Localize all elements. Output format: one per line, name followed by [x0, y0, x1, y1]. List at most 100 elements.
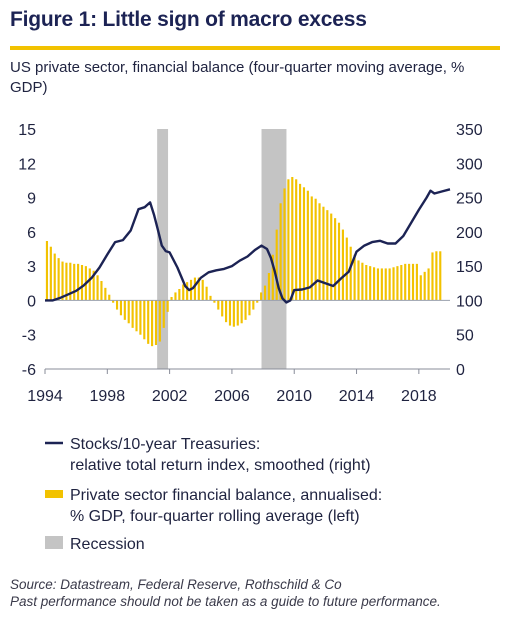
- balance-bar: [147, 300, 150, 344]
- balance-bar: [404, 263, 407, 301]
- balance-bar: [92, 270, 95, 301]
- balance-bar: [236, 300, 239, 326]
- x-axis-tick-label: 1994: [27, 388, 63, 405]
- balance-bar: [279, 203, 282, 301]
- balance-bar: [256, 300, 259, 303]
- balance-bar: [205, 286, 208, 301]
- balance-bar: [228, 300, 232, 326]
- balance-bar: [100, 281, 103, 301]
- balance-bar: [400, 265, 403, 301]
- right-axis-tick-label: 250: [456, 191, 483, 208]
- balance-bar: [380, 268, 383, 301]
- balance-bar: [248, 300, 251, 316]
- chart-title: Figure 1: Little sign of macro excess: [10, 8, 367, 31]
- balance-bar: [143, 300, 146, 340]
- balance-bar: [65, 262, 68, 301]
- balance-bar: [337, 222, 341, 301]
- balance-bar: [326, 210, 329, 301]
- balance-bar: [271, 254, 274, 301]
- balance-bar: [330, 213, 333, 301]
- balance-bar: [260, 292, 263, 301]
- title-underline: [10, 46, 500, 50]
- balance-bar: [295, 179, 298, 301]
- balance-bar: [115, 300, 119, 310]
- balance-bar: [139, 300, 142, 335]
- balance-bar: [45, 241, 49, 301]
- x-axis-tick-label: 2006: [214, 388, 250, 405]
- balance-bar: [408, 263, 411, 301]
- balance-bar: [423, 271, 426, 301]
- balance-bar: [201, 279, 204, 301]
- balance-bar: [291, 177, 294, 301]
- balance-bar: [178, 289, 181, 301]
- balance-bar: [431, 252, 434, 301]
- left-axis-tick-label: 15: [18, 122, 36, 139]
- balance-bars: [45, 177, 442, 347]
- balance-bar: [154, 300, 158, 345]
- legend-label: % GDP, four-quarter rolling average (lef…: [70, 508, 360, 525]
- balance-bar: [341, 229, 344, 301]
- right-axis-tick-label: 0: [456, 362, 465, 379]
- balance-bar: [53, 253, 56, 301]
- left-axis-tick-label: 3: [27, 259, 36, 276]
- left-axis-tick-label: 6: [27, 225, 36, 242]
- balance-bar: [104, 287, 107, 301]
- balance-bar: [57, 258, 60, 301]
- balance-bar: [240, 300, 243, 324]
- balance-bar: [77, 263, 80, 301]
- balance-bar: [306, 190, 309, 301]
- balance-bar: [170, 297, 173, 301]
- balance-bar: [158, 300, 161, 342]
- balance-bar: [376, 268, 380, 301]
- right-axis-tick-label: 100: [456, 293, 483, 310]
- right-axis-tick-label: 150: [456, 259, 483, 276]
- x-axis-tick-label: 2010: [276, 388, 312, 405]
- legend-label: Stocks/10-year Treasuries:: [70, 436, 260, 453]
- left-axis-tick-label: 0: [27, 293, 36, 310]
- balance-bar: [392, 267, 395, 301]
- balance-bar: [186, 282, 189, 301]
- balance-bar: [361, 262, 364, 301]
- balance-bar: [299, 183, 302, 301]
- x-axis-tick-label: 2018: [401, 388, 437, 405]
- balance-bar: [69, 262, 72, 301]
- left-axis-tick-label: 12: [18, 156, 36, 173]
- balance-bar: [388, 268, 391, 301]
- balance-bar: [334, 218, 337, 301]
- chart-subtitle: US private sector, financial balance (fo…: [10, 59, 465, 96]
- balance-bar: [372, 267, 376, 301]
- balance-bar: [349, 246, 352, 301]
- balance-bar: [353, 254, 356, 301]
- balance-bar: [193, 277, 196, 301]
- balance-bar: [119, 300, 123, 316]
- balance-bar: [131, 300, 134, 328]
- balance-bar: [73, 263, 76, 301]
- balance-bar: [49, 246, 52, 301]
- balance-bar: [318, 203, 321, 301]
- balance-bar: [287, 179, 290, 301]
- legend-label: Private sector financial balance, annual…: [70, 487, 382, 504]
- balance-bar: [369, 266, 372, 301]
- balance-bar: [135, 300, 138, 332]
- balance-bar: [197, 277, 200, 301]
- balance-bar: [213, 300, 216, 303]
- left-axis-tick-label: -3: [22, 328, 36, 345]
- stocks-treasuries-line: [45, 188, 451, 304]
- balance-bar: [80, 265, 84, 301]
- right-axis-tick-label: 300: [456, 156, 483, 173]
- balance-bar: [384, 268, 387, 301]
- balance-bar: [112, 300, 115, 303]
- disclaimer-line: Past performance should not be taken as …: [10, 594, 441, 609]
- legend-label: Recession: [70, 536, 145, 553]
- balance-bar: [439, 251, 442, 301]
- balance-bar: [419, 275, 422, 301]
- balance-bar: [415, 263, 418, 301]
- balance-bar: [217, 300, 220, 310]
- source-note: Source: Datastream, Federal Reserve, Rot…: [10, 576, 506, 610]
- balance-bar: [302, 187, 306, 301]
- balance-bar: [182, 284, 185, 301]
- balance-bar: [244, 300, 247, 320]
- balance-bar: [357, 260, 360, 301]
- balance-bar: [61, 261, 64, 301]
- balance-bar: [263, 285, 267, 301]
